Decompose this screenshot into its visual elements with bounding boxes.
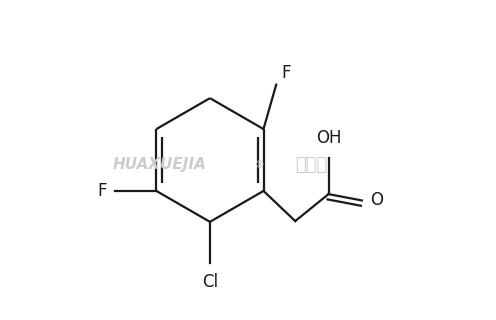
Text: F: F [98,182,107,200]
Text: 化学加: 化学加 [295,156,327,174]
Text: Cl: Cl [202,273,218,291]
Text: OH: OH [316,130,341,148]
Text: ®: ® [254,160,264,170]
Text: HUAXUEJIA: HUAXUEJIA [112,157,206,172]
Text: O: O [370,191,383,210]
Text: F: F [281,64,291,82]
